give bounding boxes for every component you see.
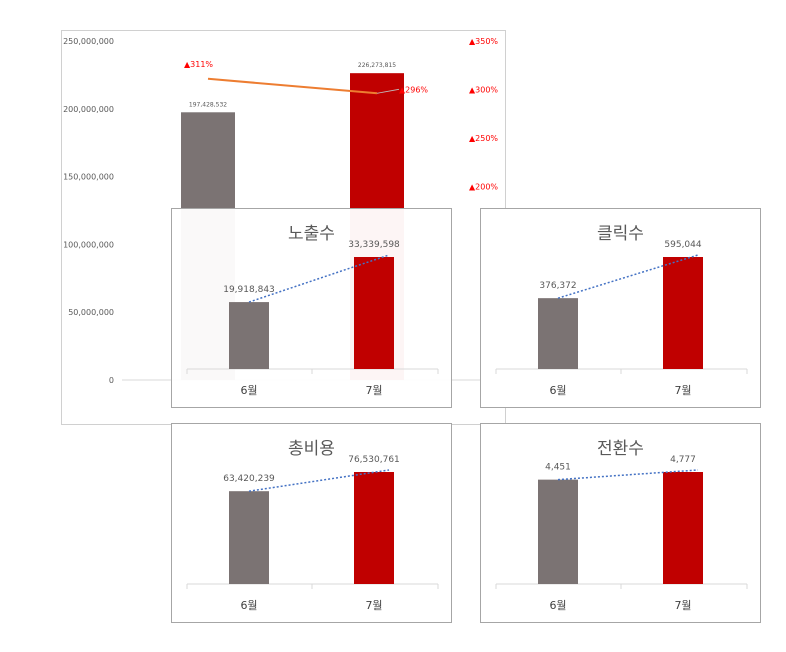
line-data-label: ▲296% bbox=[399, 85, 428, 94]
x-category-label: 6월 bbox=[240, 599, 257, 612]
y-left-tick-label: 100,000,000 bbox=[63, 240, 114, 249]
trendline bbox=[557, 469, 699, 481]
bar-data-label: 226,273,815 bbox=[358, 62, 396, 69]
bar bbox=[538, 298, 578, 369]
x-category-label: 6월 bbox=[549, 384, 566, 397]
total-cost-chart-svg: 63,420,239 6월 76,530,761 7월 bbox=[186, 455, 439, 612]
leader-line bbox=[376, 88, 400, 94]
x-category-label: 7월 bbox=[674, 384, 691, 397]
y-left-tick-label: 250,000,000 bbox=[63, 37, 114, 46]
x-category-label: 7월 bbox=[365, 384, 382, 397]
conversions-card: 전환수 4,451 6월 4,777 7월 bbox=[480, 423, 761, 623]
card-title: 노출수 bbox=[288, 224, 335, 244]
bar-data-label: 595,044 bbox=[664, 240, 701, 250]
y-right-tick-label: ▲250% bbox=[469, 134, 498, 143]
line-data-label: ▲311% bbox=[184, 60, 213, 69]
bar bbox=[354, 472, 394, 584]
bar bbox=[538, 479, 578, 584]
y-right-tick-label: ▲200% bbox=[469, 182, 498, 191]
bar-data-label: 33,339,598 bbox=[348, 240, 400, 250]
bar-data-label: 4,451 bbox=[545, 463, 571, 473]
bar-data-label: 197,428,532 bbox=[189, 101, 227, 108]
bar-data-label: 76,530,761 bbox=[348, 455, 400, 465]
trendline bbox=[248, 254, 390, 303]
bar bbox=[663, 472, 703, 584]
bar-data-label: 376,372 bbox=[539, 281, 576, 291]
x-category-label: 7월 bbox=[674, 599, 691, 612]
bar bbox=[229, 302, 269, 369]
trendline bbox=[557, 254, 699, 299]
bar bbox=[354, 257, 394, 369]
y-left-tick-label: 50,000,000 bbox=[68, 308, 114, 317]
bar-data-label: 19,918,843 bbox=[223, 285, 275, 295]
x-category-label: 6월 bbox=[549, 599, 566, 612]
conversions-chart-svg: 4,451 6월 4,777 7월 bbox=[495, 455, 748, 612]
total-cost-card: 총비용 63,420,239 6월 76,530,761 7월 bbox=[171, 423, 452, 623]
y-right-tick-label: ▲350% bbox=[469, 37, 498, 46]
card-title: 클릭수 bbox=[597, 224, 644, 244]
impressions-card: 노출수 19,918,843 6월 33,339,598 7월 bbox=[171, 208, 452, 408]
clicks-card: 클릭수 376,372 6월 595,044 7월 bbox=[480, 208, 761, 408]
bar-data-label: 4,777 bbox=[670, 455, 696, 465]
clicks-chart-svg: 376,372 6월 595,044 7월 bbox=[495, 240, 748, 397]
bar-data-label: 63,420,239 bbox=[223, 474, 275, 484]
percent-line bbox=[207, 77, 378, 95]
y-right-tick-label: ▲300% bbox=[469, 85, 498, 94]
x-category-label: 7월 bbox=[365, 599, 382, 612]
bar bbox=[229, 491, 269, 584]
y-left-tick-label: 150,000,000 bbox=[63, 173, 114, 182]
trendline bbox=[248, 469, 390, 492]
card-title: 전환수 bbox=[597, 439, 644, 459]
y-left-tick-label: 200,000,000 bbox=[63, 105, 114, 114]
impressions-chart-svg: 19,918,843 6월 33,339,598 7월 bbox=[186, 240, 439, 397]
y-left-tick-label: 0 bbox=[109, 376, 114, 385]
bar bbox=[663, 257, 703, 369]
x-category-label: 6월 bbox=[240, 384, 257, 397]
card-title: 총비용 bbox=[288, 439, 335, 459]
